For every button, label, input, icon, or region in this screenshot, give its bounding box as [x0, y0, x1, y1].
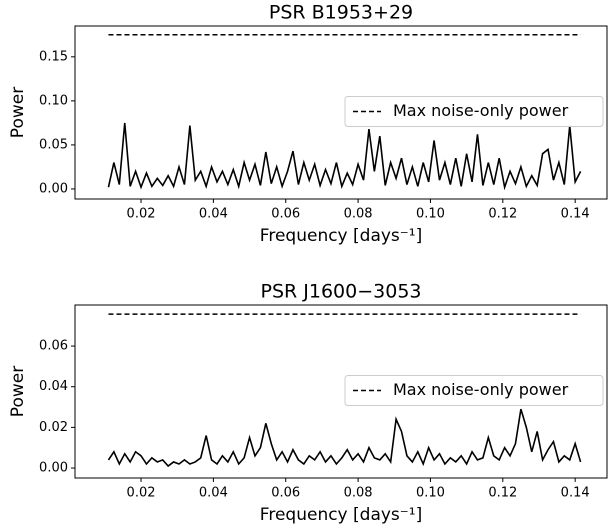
axes-frame [74, 25, 608, 200]
x-tick-label: 0.10 [416, 207, 445, 222]
y-axis-label: Power [8, 366, 28, 417]
y-tick-label: 0.04 [39, 379, 68, 394]
power-line [107, 122, 582, 191]
y-tick-label: 0.00 [39, 461, 68, 476]
x-tick-label: 0.12 [488, 486, 517, 501]
y-tick-label: 0.15 [39, 49, 68, 64]
x-tick-label: 0.04 [199, 486, 228, 501]
x-tick-label: 0.10 [416, 486, 445, 501]
y-tick-label: 0.02 [39, 420, 68, 435]
legend-label: Max noise-only power [393, 101, 569, 120]
x-tick-label: 0.06 [271, 486, 300, 501]
x-axis-label: Frequency [days⁻¹] [260, 505, 422, 525]
y-tick-label: 0.10 [39, 93, 68, 108]
x-tick-label: 0.02 [127, 486, 156, 501]
x-axis-label: Frequency [days⁻¹] [260, 226, 422, 246]
x-tick-label: 0.14 [561, 207, 590, 222]
axes-frame [74, 304, 608, 479]
y-axis-label: Power [8, 87, 28, 138]
chart-title: PSR B1953+29 [269, 2, 413, 24]
legend-label: Max noise-only power [393, 380, 569, 399]
y-tick-label: 0.05 [39, 137, 68, 152]
x-tick-label: 0.02 [127, 207, 156, 222]
x-tick-label: 0.12 [488, 207, 517, 222]
legend-box [344, 96, 604, 127]
x-tick-label: 0.04 [199, 207, 228, 222]
y-tick-label: 0.06 [39, 339, 68, 354]
x-tick-label: 0.08 [344, 207, 373, 222]
x-tick-label: 0.14 [561, 486, 590, 501]
x-tick-label: 0.06 [271, 207, 300, 222]
legend-box [344, 375, 604, 406]
power-line [107, 408, 582, 468]
y-tick-label: 0.00 [39, 181, 68, 196]
chart-title: PSR J1600−3053 [261, 281, 422, 303]
x-tick-label: 0.08 [344, 486, 373, 501]
